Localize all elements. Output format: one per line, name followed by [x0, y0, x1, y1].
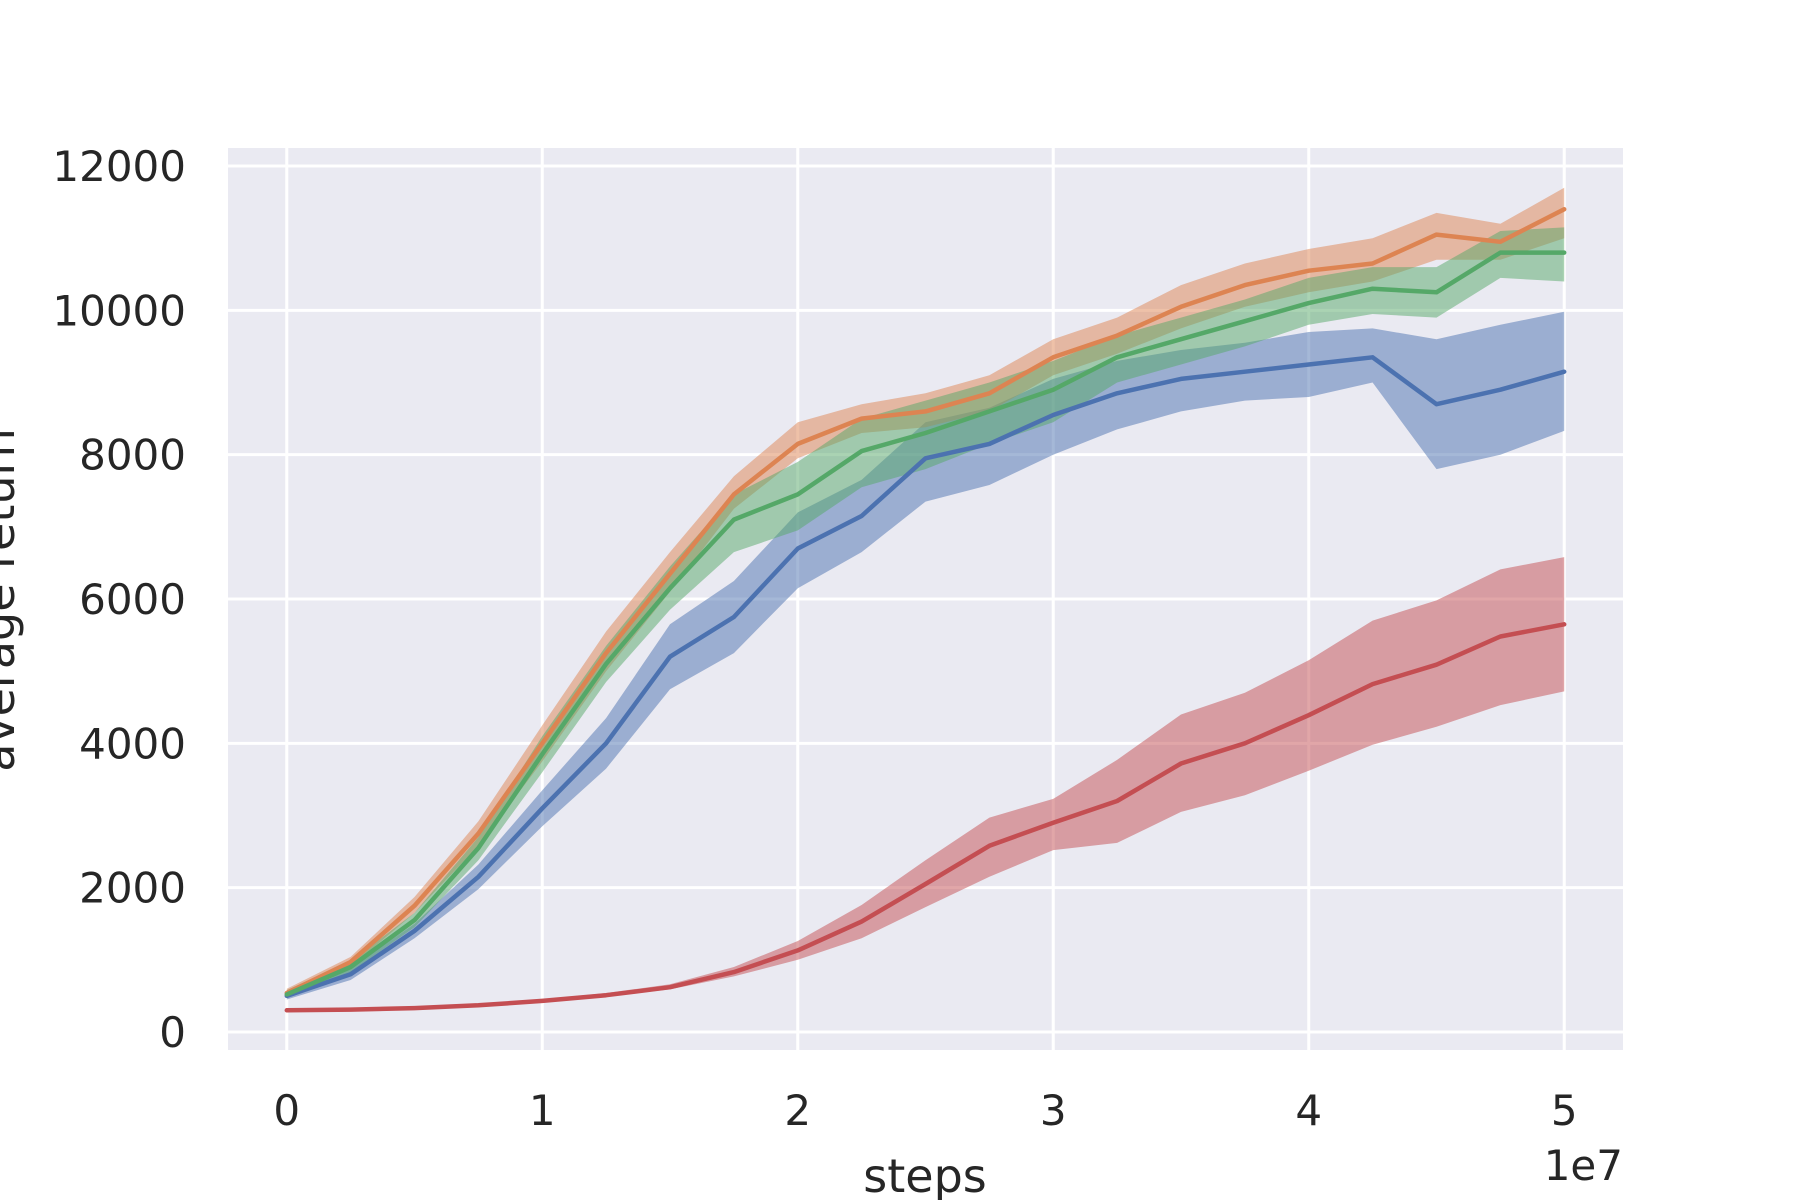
y-tick-label: 12000 — [52, 142, 186, 191]
y-tick-label: 10000 — [52, 286, 186, 335]
x-tick-label: 3 — [1040, 1086, 1067, 1135]
series-lines — [284, 207, 1567, 1013]
x-tick-label: 1 — [529, 1086, 556, 1135]
x-axis-title: steps — [863, 1149, 986, 1200]
x-tick-labels: 0 1 2 3 4 5 — [273, 1086, 1577, 1135]
y-tick-label: 8000 — [79, 431, 186, 480]
series-3-line — [284, 250, 1567, 997]
y-tick-label: 0 — [159, 1008, 186, 1057]
x-offset-label: 1e7 — [1544, 1141, 1623, 1190]
y-tick-label: 6000 — [79, 575, 186, 624]
x-tick-label: 4 — [1295, 1086, 1322, 1135]
y-tick-label: 2000 — [79, 864, 186, 913]
x-tick-label: 2 — [784, 1086, 811, 1135]
x-tick-label: 5 — [1551, 1086, 1578, 1135]
y-axis-title: average return — [0, 428, 25, 772]
series-4-line — [284, 622, 1567, 1013]
y-tick-labels: 0 2000 4000 6000 8000 10000 12000 — [52, 142, 186, 1057]
series-1-line — [284, 355, 1567, 999]
series-4-confidence-band — [286, 557, 1565, 1011]
series-2-line — [284, 207, 1567, 996]
y-tick-label: 4000 — [79, 719, 186, 768]
x-tick-label: 0 — [273, 1086, 300, 1135]
